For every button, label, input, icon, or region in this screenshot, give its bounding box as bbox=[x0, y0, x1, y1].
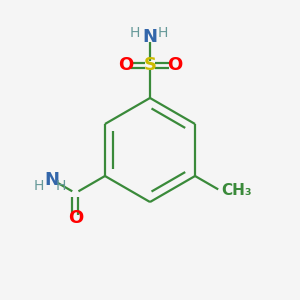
Text: H: H bbox=[129, 26, 140, 40]
Text: CH₃: CH₃ bbox=[221, 183, 252, 198]
Text: N: N bbox=[142, 28, 158, 46]
Text: N: N bbox=[45, 171, 60, 189]
Text: O: O bbox=[118, 56, 133, 74]
Text: O: O bbox=[68, 209, 83, 227]
Text: H: H bbox=[157, 26, 168, 40]
Text: O: O bbox=[167, 56, 182, 74]
Text: H: H bbox=[56, 179, 66, 193]
Text: H: H bbox=[34, 179, 44, 193]
Text: S: S bbox=[143, 56, 157, 74]
